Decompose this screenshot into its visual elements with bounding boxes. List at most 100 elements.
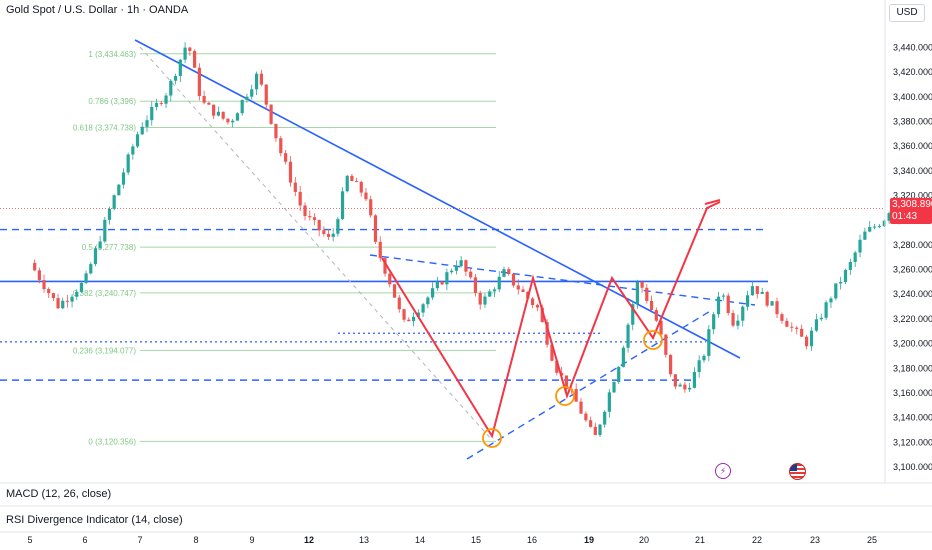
fib-level-label: 0 (3,120.356) (88, 437, 136, 446)
candle-body (373, 215, 378, 242)
candle-body (790, 326, 794, 328)
main-downtrend-line[interactable] (134, 39, 741, 359)
current-price-tag: 3,308.890 01:43 (890, 198, 932, 224)
candle-body (550, 344, 554, 361)
candle-body (731, 313, 735, 326)
chart-title: Gold Spot / U.S. Dollar · 1h · OANDA (6, 4, 189, 16)
horizontal-levels[interactable] (0, 208, 885, 381)
swing-low-circle-2[interactable] (555, 386, 575, 406)
candle-body (312, 217, 317, 221)
candle-body (530, 298, 535, 306)
y-tick-label: 3,120.000 (893, 437, 932, 447)
candle-body (478, 293, 482, 305)
candle-body (397, 297, 401, 310)
fib-diagonal (139, 46, 493, 441)
y-tick-label: 3,440.000 (893, 42, 932, 52)
candle-body (688, 387, 692, 390)
candle-body (765, 291, 769, 306)
candle-body (103, 219, 107, 242)
candle-body (202, 96, 206, 103)
candle-body (75, 291, 79, 297)
candle-body (61, 300, 65, 309)
x-tick-label: 25 (867, 535, 877, 545)
candle-body (775, 301, 779, 315)
candle-body (173, 75, 178, 81)
candle-body (497, 276, 501, 290)
x-tick-label: 8 (193, 535, 198, 545)
candle-body (259, 73, 264, 85)
candle-body (98, 241, 102, 249)
candle-body (649, 300, 654, 310)
macd-pane-label[interactable]: MACD (12, 26, close) (6, 488, 112, 500)
candle-body (593, 426, 597, 435)
candle-body (603, 411, 607, 425)
swing-low-circle-3[interactable] (643, 330, 663, 350)
y-tick-label: 3,340.000 (893, 166, 932, 176)
candle-body (303, 205, 307, 217)
candle-body (507, 269, 511, 274)
currency-selector[interactable]: USD (889, 4, 925, 22)
x-tick-label: 7 (137, 535, 142, 545)
candle-body (440, 281, 444, 285)
fibonacci-retracement[interactable]: 1 (3,434.463) 0.786 (3,396) 0.618 (3,374.7… (73, 50, 496, 447)
candle-body (317, 220, 321, 231)
x-tick-label: 21 (695, 535, 705, 545)
candle-body (93, 248, 98, 265)
candle-body (755, 286, 759, 294)
candle-body (804, 336, 809, 347)
candle-body (584, 413, 588, 421)
us-flag-icon[interactable] (789, 463, 806, 480)
candle-body (819, 317, 823, 320)
x-tick-label: 12 (304, 535, 314, 545)
candle-body (707, 329, 711, 356)
y-tick-label: 3,420.000 (893, 67, 932, 77)
candle-body (574, 389, 578, 402)
candle-body (785, 320, 789, 327)
candle-body (848, 262, 852, 270)
candle-body (445, 272, 449, 285)
top-segment (704, 199, 721, 205)
candle-body (359, 181, 363, 193)
descending-dashed-trendline[interactable] (369, 254, 756, 306)
candle-body (814, 319, 819, 331)
x-tick-label: 14 (415, 535, 425, 545)
candle-body (226, 118, 230, 123)
x-tick-label: 22 (752, 535, 762, 545)
candle-body (274, 123, 278, 139)
lightning-bolt-icon[interactable]: ⚡ (715, 463, 731, 479)
candle-body (70, 296, 74, 302)
candle-body (872, 226, 877, 228)
candle-body (780, 314, 784, 321)
candle-body (164, 95, 168, 104)
candle-body (741, 306, 745, 321)
candle-body (140, 126, 144, 135)
candle-body (421, 304, 425, 313)
candle-body (579, 401, 583, 414)
candle-body (521, 289, 525, 292)
candle-body (416, 312, 420, 317)
candle-body (354, 181, 359, 183)
rsi-pane-label[interactable]: RSI Divergence Indicator (14, close) (6, 514, 183, 526)
candle-body (197, 67, 201, 97)
swing-low-circle-1[interactable] (482, 428, 502, 448)
candle-body (231, 120, 235, 123)
trendlines[interactable] (134, 39, 756, 460)
x-tick-label: 13 (359, 535, 369, 545)
candle-body (887, 213, 891, 221)
candle-body (288, 161, 293, 183)
zigzag-pattern[interactable] (381, 199, 721, 448)
candle-body (378, 241, 382, 259)
x-tick-label: 15 (471, 535, 481, 545)
zigzag-line[interactable] (381, 201, 721, 439)
candle-body (716, 296, 721, 315)
candle-body (555, 360, 559, 373)
candle-body (839, 281, 843, 284)
candle-body (188, 47, 192, 51)
candle-body (131, 146, 135, 155)
candle-body (853, 252, 857, 263)
candle-body (245, 96, 249, 101)
candle-body (760, 291, 764, 294)
y-tick-label: 3,320.000 (893, 191, 932, 201)
candle-body (697, 360, 701, 372)
candle-body (745, 295, 750, 307)
